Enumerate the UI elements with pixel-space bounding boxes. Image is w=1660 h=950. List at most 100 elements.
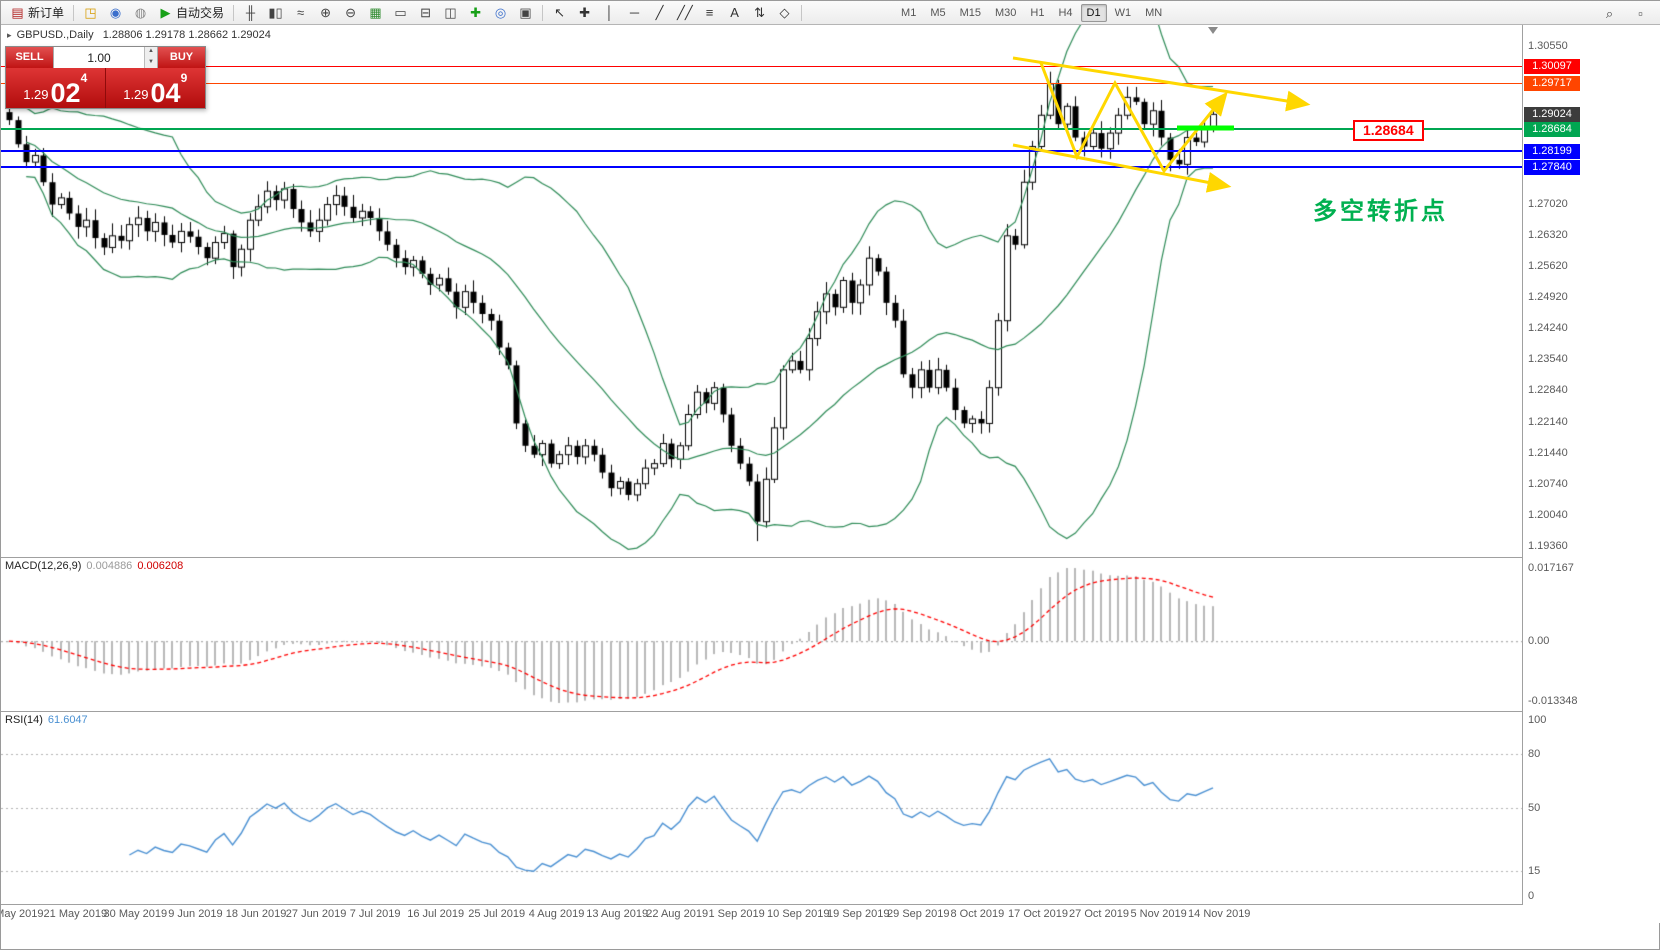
price-level-box[interactable]: 1.28684 (1353, 120, 1424, 141)
cascade-windows-icon[interactable]: ▭ (388, 3, 413, 23)
sell-button[interactable]: SELL (6, 47, 53, 68)
cascade-windows-icon: ▭ (394, 5, 407, 20)
data-window-icon[interactable]: ▣ (513, 3, 538, 23)
search-icon[interactable]: ⌕ (1597, 3, 1622, 23)
timeframe-h1[interactable]: H1 (1030, 6, 1045, 19)
date-axis-label: 27 Oct 2019 (1069, 908, 1129, 920)
text-icon: A (730, 5, 739, 20)
line-chart-icon[interactable]: ≈ (288, 3, 313, 23)
chart-shift-marker[interactable] (1208, 27, 1218, 34)
timeframe-m5[interactable]: M5 (930, 6, 946, 19)
horizontal-line-1.28199[interactable] (1, 150, 1522, 152)
trendline-icon: ╱ (655, 5, 664, 20)
panel-separator[interactable] (1, 711, 1660, 712)
horizontal-line-1.30097[interactable] (1, 66, 1522, 67)
rsi-canvas[interactable] (1, 712, 1522, 904)
volume-input[interactable] (54, 47, 144, 68)
profiles-icon[interactable]: ✚ (463, 3, 488, 23)
date-axis-label: 14 Nov 2019 (1188, 908, 1251, 920)
volume-field: ▲ ▼ (53, 47, 158, 68)
panel-separator[interactable] (1, 904, 1660, 905)
alerts-icon[interactable]: ◍ (128, 3, 153, 23)
shapes-icon[interactable]: ◇ (772, 3, 797, 23)
line-chart-icon: ≈ (296, 5, 305, 20)
bar-chart-icon[interactable]: ╫ (238, 3, 263, 23)
buy-button[interactable]: BUY (158, 47, 205, 68)
arrows-icon[interactable]: ⇅ (747, 3, 772, 23)
symbol-name: GBPUSD.,Daily (16, 29, 94, 41)
autotrading-icon: ▶ (160, 5, 171, 20)
autotrading-button[interactable]: ▶ 自动交易 (153, 3, 229, 23)
text-icon[interactable]: A (722, 3, 747, 23)
tile-vertical-icon[interactable]: ◫ (438, 3, 463, 23)
main-chart-panel[interactable]: ▸ GBPUSD.,Daily 1.28806 1.29178 1.28662 … (1, 25, 1522, 557)
timeframe-m15[interactable]: M15 (959, 6, 981, 19)
price-axis[interactable]: 1.30550 1.27020 1.26320 1.25620 1.24920 1.242… (1523, 25, 1660, 922)
volume-stepper-up[interactable]: ▲ (145, 47, 157, 58)
timeframe-h4[interactable]: H4 (1058, 6, 1073, 19)
candlestick-canvas[interactable] (1, 25, 1522, 557)
rsi-axis-label: 15 (1528, 865, 1541, 877)
window-icon[interactable]: ▫ (1628, 3, 1653, 23)
new-order-button-label: 新订单 (28, 6, 65, 20)
price-badge-1.30097: 1.30097 (1524, 59, 1580, 74)
turning-point-annotation[interactable]: 多空转折点 (1313, 198, 1448, 225)
trendline-icon[interactable]: ╱ (647, 3, 672, 23)
buy-price-display[interactable]: 1.29 04 9 (105, 68, 205, 108)
volume-stepper-down[interactable]: ▼ (145, 57, 157, 68)
launcher-icon[interactable]: ◳ (78, 3, 103, 23)
panel-separator[interactable] (1, 557, 1660, 558)
zoom-out-icon[interactable]: ⊖ (338, 3, 363, 23)
bar-chart-icon: ╫ (245, 5, 256, 20)
horizontal-line-1.29717[interactable] (1, 83, 1522, 84)
rsi-label: RSI(14) 61.6047 (5, 714, 88, 726)
symbol-expand-icon[interactable]: ▸ (7, 30, 12, 40)
tile-windows-icon[interactable]: ▦ (363, 3, 388, 23)
buy-price-pips: 04 (150, 78, 181, 108)
timeframe-mn[interactable]: MN (1145, 6, 1163, 19)
cursor-icon[interactable]: ↖ (547, 3, 572, 23)
horizontal-line-1.28684[interactable] (1, 128, 1522, 130)
horizontal-line-1.27840[interactable] (1, 166, 1522, 168)
buy-price-big-figure: 1.29 (123, 87, 149, 102)
fibonacci-icon[interactable]: ≡ (697, 3, 722, 23)
macd-axis-label: 0.00 (1528, 635, 1550, 648)
date-axis-label: 30 May 2019 (103, 908, 168, 920)
new-order-button[interactable]: ▤ 新订单 (5, 3, 69, 23)
price-axis-label: 1.22140 (1528, 416, 1568, 428)
toolbar: ▤ 新订单 ◳ ◉ ◍ ▶ 自动交易 ╫ ▮▯ ≈ ⊕ ⊖ ▦ ▭ ⊟ ◫ ✚ ◎ ▣ ↖ ✚ │ ─ ╱ ╱╱ ≡ A ⇅ ◇ M1 M5… (1, 1, 1660, 25)
crosshair-icon[interactable]: ✚ (572, 3, 597, 23)
price-axis-label: 1.26320 (1528, 229, 1568, 241)
zoom-in-icon[interactable]: ⊕ (313, 3, 338, 23)
toolbar-separator (73, 4, 75, 21)
macd-canvas[interactable] (1, 558, 1522, 711)
tile-horizontal-icon[interactable]: ⊟ (413, 3, 438, 23)
navigator-icon[interactable]: ◎ (488, 3, 513, 23)
shapes-icon: ◇ (779, 5, 790, 20)
timeframe-d1[interactable]: D1 (1080, 3, 1107, 22)
vertical-line-icon[interactable]: │ (597, 3, 622, 23)
macd-panel[interactable]: MACD(12,26,9) 0.004886 0.006208 (1, 558, 1522, 711)
channel-icon[interactable]: ╱╱ (672, 3, 697, 23)
rsi-value: 61.6047 (47, 714, 88, 726)
price-axis-label: 1.19360 (1528, 540, 1568, 552)
rsi-axis-label: 80 (1528, 748, 1541, 760)
new-order-icon: ▤ (11, 5, 24, 20)
candlestick-chart-icon[interactable]: ▮▯ (263, 3, 288, 23)
date-axis-label: 4 Aug 2019 (528, 908, 585, 920)
timeframe-m1[interactable]: M1 (901, 6, 917, 19)
timeframe-m30[interactable]: M30 (995, 6, 1017, 19)
sell-price-display[interactable]: 1.29 02 4 (6, 68, 106, 108)
search-icon: ⌕ (1605, 5, 1614, 21)
accounts-icon[interactable]: ◉ (103, 3, 128, 23)
horizontal-line-icon[interactable]: ─ (622, 3, 647, 23)
price-axis-label: 1.20740 (1528, 478, 1568, 490)
date-axis-label: 7 Jul 2019 (349, 908, 401, 920)
date-axis-label: 9 Jun 2019 (168, 908, 223, 920)
rsi-panel[interactable]: RSI(14) 61.6047 (1, 712, 1522, 904)
timeframe-w1[interactable]: W1 (1114, 6, 1132, 19)
rsi-axis-label: 0 (1528, 890, 1535, 902)
date-axis-label: 13 Aug 2019 (586, 908, 649, 920)
